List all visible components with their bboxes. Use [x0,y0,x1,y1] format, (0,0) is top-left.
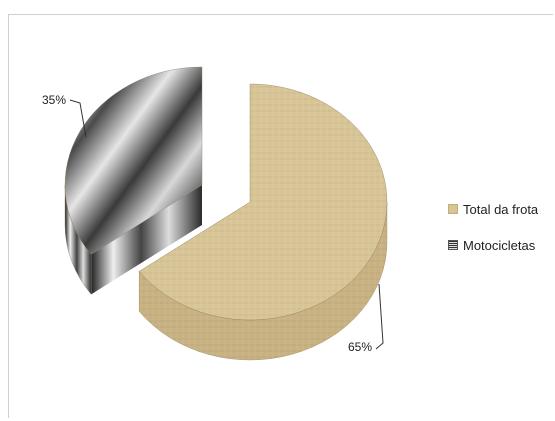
data-label-motocicletas: 35% [42,93,67,107]
slice-motocicletas-cut-face [91,185,202,295]
legend-swatch-gray [448,240,458,250]
legend-label: Motocicletas [463,237,536,253]
legend-item-motocicletas: Motocicletas [448,234,538,256]
leader-line-total-da-frota [375,283,384,350]
legend: Total da frota Motocicletas [448,198,538,270]
slice-motocicletas [64,66,203,255]
slice-total-da-frota [138,83,388,321]
leader-line-motocicletas [69,99,87,138]
legend-item-total-da-frota: Total da frota [448,198,538,220]
legend-swatch-tan [448,204,458,214]
data-label-total-da-frota: 65% [348,340,373,354]
legend-label: Total da frota [463,201,539,217]
